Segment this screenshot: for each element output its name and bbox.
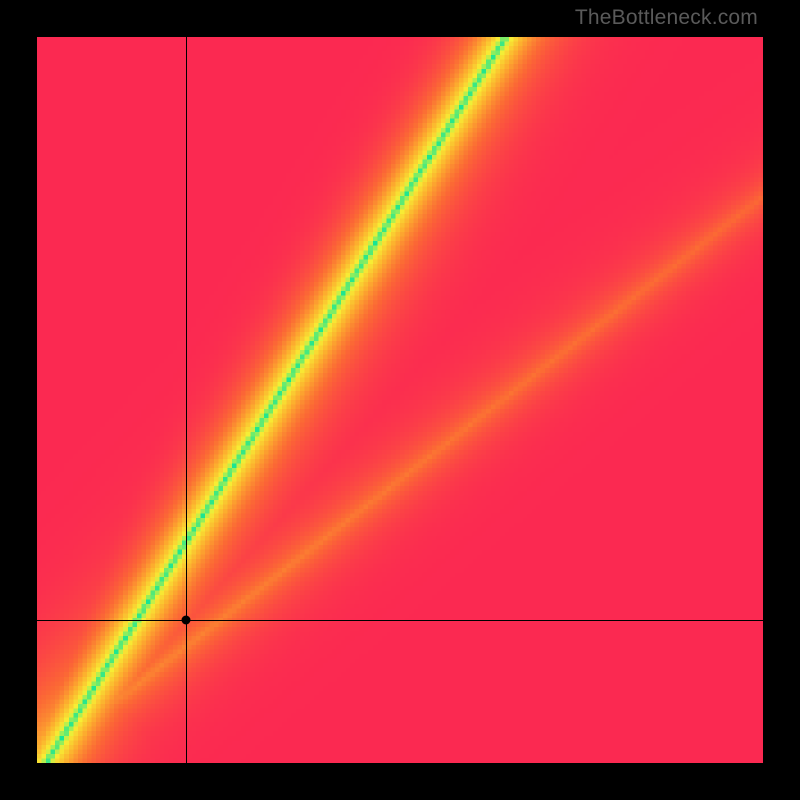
- heatmap-canvas: [37, 37, 763, 763]
- crosshair-marker: [181, 615, 190, 624]
- crosshair-vertical: [186, 37, 187, 763]
- crosshair-horizontal: [37, 620, 763, 621]
- watermark-text: TheBottleneck.com: [575, 6, 758, 30]
- heatmap-plot: [37, 37, 763, 763]
